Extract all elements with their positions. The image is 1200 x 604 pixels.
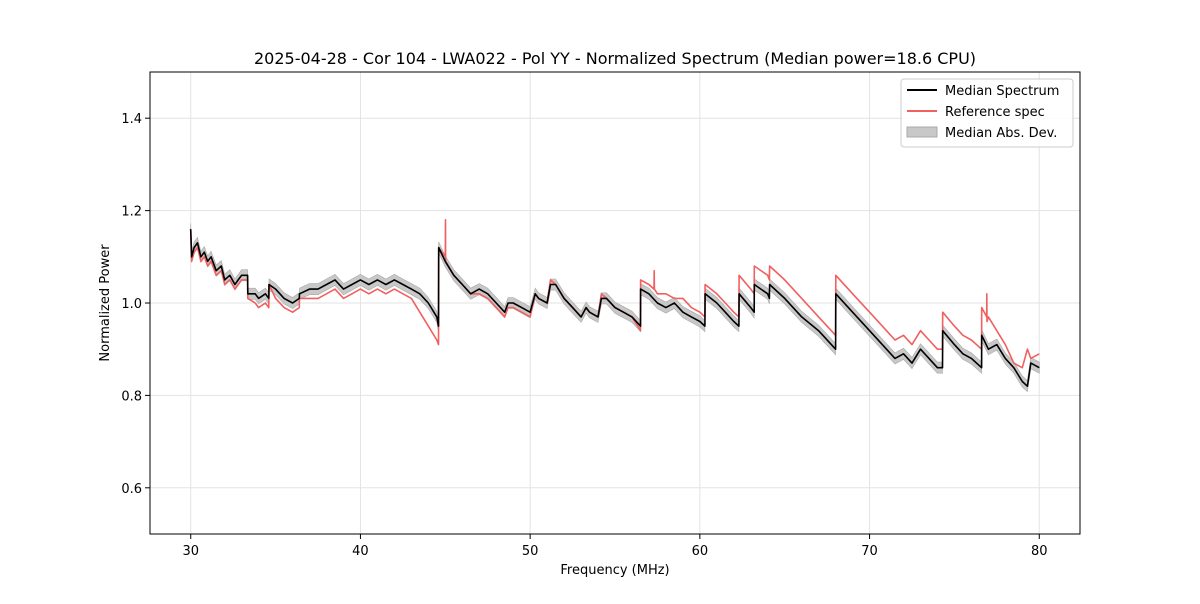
legend-mad-label: Median Abs. Dev.: [945, 126, 1057, 141]
x-tick-label: 80: [1031, 544, 1048, 559]
y-tick-label: 1.2: [121, 205, 142, 220]
x-tick-label: 40: [352, 544, 369, 559]
x-axis-ticks: 30 40 50 60 70 80: [182, 534, 1048, 559]
legend-reference-label: Reference spec: [945, 105, 1045, 120]
y-tick-label: 1.4: [121, 112, 142, 127]
x-tick-label: 60: [692, 544, 709, 559]
x-axis-label: Frequency (MHz): [560, 563, 669, 578]
x-tick-label: 30: [182, 544, 199, 559]
y-tick-label: 0.8: [121, 389, 142, 404]
y-tick-label: 1.0: [121, 297, 142, 312]
legend-mad-swatch: [906, 126, 938, 138]
x-tick-label: 70: [861, 544, 878, 559]
chart-title: 2025-04-28 - Cor 104 - LWA022 - Pol YY -…: [254, 49, 976, 68]
y-tick-label: 0.6: [121, 482, 142, 497]
y-axis-label: Normalized Power: [98, 244, 113, 362]
y-axis-ticks: 0.6 0.8 1.0 1.2 1.4: [121, 112, 150, 497]
plot-area: [189, 219, 1040, 393]
legend-median-label: Median Spectrum: [945, 84, 1059, 99]
median-spectrum-line: [189, 229, 1040, 388]
x-tick-label: 50: [522, 544, 539, 559]
legend-box: [900, 78, 1074, 148]
legend: Median Spectrum Reference spec Median Ab…: [900, 78, 1074, 148]
